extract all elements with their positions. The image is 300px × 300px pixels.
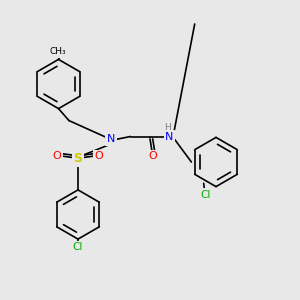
Text: N: N [165,131,174,142]
Text: S: S [74,152,82,166]
Text: N: N [107,134,115,145]
Text: H: H [165,123,171,132]
Text: O: O [52,151,62,161]
Text: Cl: Cl [200,190,210,200]
Text: CH₃: CH₃ [49,47,66,56]
Text: Cl: Cl [73,242,83,253]
Text: O: O [148,151,158,161]
Text: O: O [94,151,103,161]
